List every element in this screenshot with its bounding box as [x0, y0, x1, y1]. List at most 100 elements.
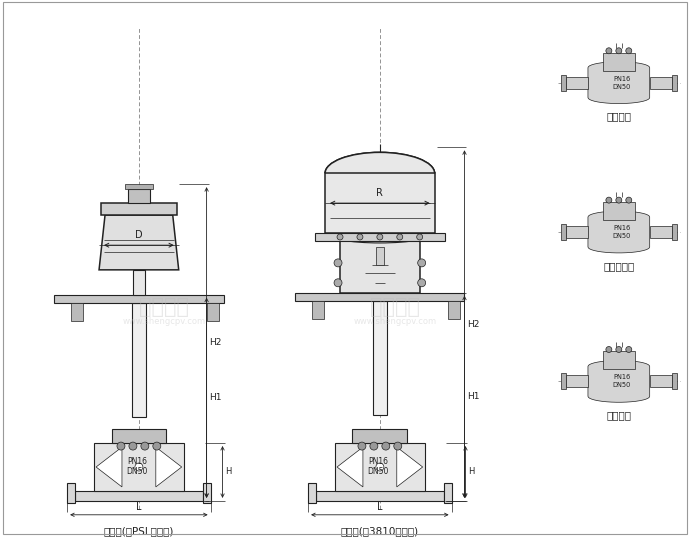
Polygon shape: [99, 215, 179, 270]
Circle shape: [382, 442, 390, 450]
Bar: [603, 202, 635, 220]
Text: PN16: PN16: [368, 457, 388, 466]
Polygon shape: [337, 447, 363, 487]
Text: R: R: [377, 188, 383, 198]
Bar: [203, 483, 210, 503]
Polygon shape: [325, 152, 435, 173]
Bar: [603, 351, 635, 370]
Bar: [206, 303, 219, 321]
Bar: [125, 184, 152, 189]
Text: 低温型(配3810执行器): 低温型(配3810执行器): [341, 526, 419, 536]
Circle shape: [417, 279, 426, 287]
Bar: [566, 77, 588, 89]
Bar: [75, 491, 203, 501]
Circle shape: [616, 197, 622, 203]
Circle shape: [606, 48, 612, 54]
Bar: [71, 303, 83, 321]
Bar: [561, 373, 566, 390]
Circle shape: [370, 442, 378, 450]
Text: 晟昌阀门: 晟昌阀门: [370, 296, 420, 317]
Bar: [128, 189, 150, 203]
Circle shape: [141, 442, 149, 450]
Text: PN16: PN16: [613, 374, 631, 380]
Text: H2: H2: [467, 320, 480, 329]
Circle shape: [616, 346, 622, 352]
Bar: [353, 429, 407, 443]
Bar: [295, 293, 464, 301]
Bar: [132, 303, 146, 417]
Text: 螺纹连接: 螺纹连接: [607, 111, 631, 122]
Text: 晟昌阀门: 晟昌阀门: [139, 296, 189, 317]
Bar: [650, 77, 671, 89]
Circle shape: [616, 48, 622, 54]
Polygon shape: [588, 211, 650, 253]
Circle shape: [417, 259, 426, 267]
Bar: [373, 301, 387, 415]
Circle shape: [397, 234, 403, 240]
Bar: [650, 226, 671, 238]
Text: DN50: DN50: [367, 468, 388, 476]
Bar: [325, 173, 435, 233]
Text: www.shengcpv.com: www.shengcpv.com: [122, 317, 206, 326]
Text: H2: H2: [210, 338, 222, 347]
Circle shape: [129, 442, 137, 450]
Polygon shape: [156, 447, 181, 487]
Circle shape: [357, 234, 363, 240]
Circle shape: [135, 463, 143, 471]
Text: www.shengcpv.com: www.shengcpv.com: [353, 317, 436, 326]
Circle shape: [152, 442, 161, 450]
Bar: [340, 238, 420, 293]
Bar: [561, 224, 566, 240]
Text: D: D: [135, 230, 143, 240]
Text: DN50: DN50: [613, 233, 631, 239]
Bar: [671, 224, 677, 240]
Bar: [671, 373, 677, 390]
Polygon shape: [588, 62, 650, 103]
Text: L: L: [136, 502, 141, 512]
Bar: [67, 483, 75, 503]
Circle shape: [334, 279, 342, 287]
Text: DN50: DN50: [613, 383, 631, 388]
Bar: [316, 491, 444, 501]
Polygon shape: [96, 447, 122, 487]
Text: H1: H1: [467, 392, 480, 401]
Circle shape: [417, 234, 423, 240]
Circle shape: [394, 442, 402, 450]
Bar: [376, 247, 384, 265]
Text: PN16: PN16: [127, 457, 147, 466]
Circle shape: [117, 442, 125, 450]
Circle shape: [606, 346, 612, 352]
Circle shape: [358, 442, 366, 450]
Circle shape: [626, 346, 632, 352]
Text: DN50: DN50: [613, 83, 631, 90]
Text: DN50: DN50: [126, 468, 148, 476]
Bar: [650, 376, 671, 387]
Circle shape: [626, 48, 632, 54]
Bar: [603, 53, 635, 70]
Bar: [315, 233, 444, 241]
Circle shape: [334, 259, 342, 267]
Circle shape: [626, 197, 632, 203]
Text: L: L: [377, 502, 382, 512]
Text: H1: H1: [210, 393, 222, 402]
Bar: [312, 301, 324, 318]
Bar: [335, 443, 424, 491]
Bar: [112, 429, 166, 443]
Circle shape: [376, 463, 384, 471]
Polygon shape: [588, 360, 650, 402]
Circle shape: [606, 197, 612, 203]
Bar: [308, 483, 316, 503]
Text: 对焊连接: 对焊连接: [607, 410, 631, 420]
Bar: [94, 443, 184, 491]
Text: H: H: [469, 468, 475, 477]
Bar: [101, 203, 177, 215]
Text: 承插焊连接: 承插焊连接: [603, 261, 634, 271]
Bar: [55, 295, 224, 303]
Text: PN16: PN16: [613, 76, 631, 82]
Bar: [561, 75, 566, 90]
Text: H: H: [226, 468, 232, 477]
Text: 低温型(配PSL执行器): 低温型(配PSL执行器): [104, 526, 174, 536]
Text: PN16: PN16: [613, 225, 631, 231]
Circle shape: [337, 234, 343, 240]
Bar: [133, 270, 145, 295]
